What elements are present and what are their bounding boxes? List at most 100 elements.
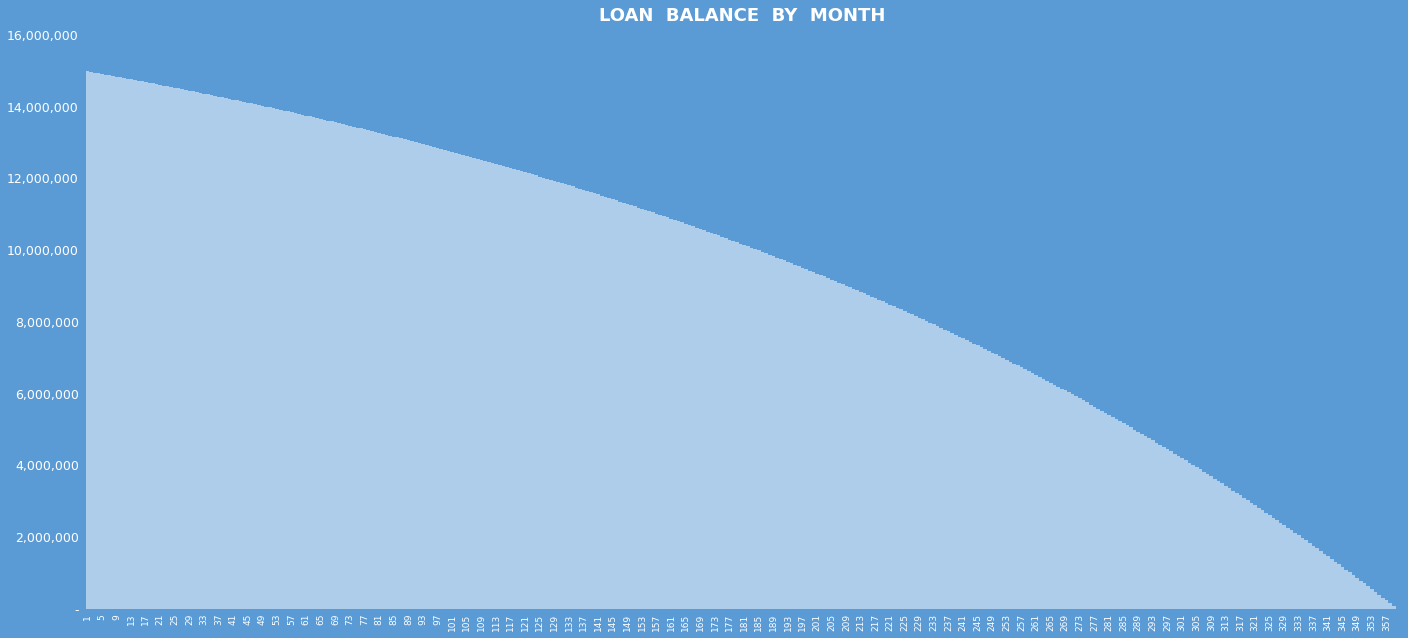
Bar bbox=[776, 258, 779, 609]
Bar bbox=[852, 289, 856, 609]
Bar bbox=[1184, 461, 1187, 609]
Bar bbox=[258, 105, 260, 609]
Bar bbox=[907, 313, 910, 609]
Bar bbox=[964, 340, 969, 609]
Bar bbox=[384, 135, 389, 609]
Bar bbox=[801, 267, 804, 609]
Bar bbox=[973, 344, 976, 609]
Bar bbox=[341, 124, 345, 609]
Bar bbox=[943, 330, 946, 609]
Bar bbox=[345, 125, 348, 609]
Bar bbox=[327, 121, 329, 609]
Bar bbox=[662, 216, 666, 609]
Bar bbox=[946, 331, 950, 609]
Bar bbox=[1129, 427, 1133, 609]
Bar bbox=[710, 233, 714, 609]
Bar bbox=[772, 256, 776, 609]
Bar bbox=[641, 209, 643, 609]
Bar bbox=[465, 156, 469, 609]
Bar bbox=[1152, 440, 1155, 609]
Bar bbox=[1111, 417, 1115, 609]
Bar bbox=[881, 301, 884, 609]
Bar bbox=[910, 315, 914, 609]
Bar bbox=[1345, 570, 1347, 609]
Bar bbox=[180, 89, 184, 609]
Bar bbox=[253, 104, 258, 609]
Bar bbox=[549, 180, 552, 609]
Bar bbox=[425, 145, 428, 609]
Bar bbox=[1195, 467, 1198, 609]
Bar bbox=[1242, 498, 1246, 609]
Bar bbox=[1024, 369, 1026, 609]
Bar bbox=[436, 148, 439, 609]
Bar bbox=[615, 200, 618, 609]
Bar bbox=[721, 237, 724, 609]
Bar bbox=[611, 199, 615, 609]
Bar bbox=[210, 95, 213, 609]
Bar bbox=[1271, 517, 1276, 609]
Bar bbox=[297, 114, 301, 609]
Bar bbox=[570, 186, 574, 609]
Bar bbox=[1228, 488, 1232, 609]
Bar bbox=[983, 349, 987, 609]
Bar bbox=[1035, 375, 1038, 609]
Bar bbox=[1246, 500, 1250, 609]
Bar bbox=[826, 278, 829, 609]
Bar bbox=[104, 75, 107, 609]
Bar bbox=[987, 351, 990, 609]
Bar bbox=[377, 133, 382, 609]
Bar bbox=[155, 84, 159, 609]
Bar bbox=[804, 269, 808, 609]
Bar bbox=[783, 260, 786, 609]
Bar bbox=[552, 181, 556, 609]
Bar bbox=[936, 326, 939, 609]
Bar bbox=[1388, 603, 1393, 609]
Bar bbox=[691, 226, 696, 609]
Bar bbox=[1278, 523, 1283, 609]
Bar bbox=[505, 167, 508, 609]
Bar bbox=[159, 85, 162, 609]
Bar bbox=[1308, 543, 1312, 609]
Bar bbox=[705, 232, 710, 609]
Bar bbox=[1187, 463, 1191, 609]
Bar bbox=[122, 78, 125, 609]
Bar bbox=[990, 353, 994, 609]
Bar bbox=[1012, 364, 1017, 609]
Bar bbox=[334, 122, 338, 609]
Bar bbox=[137, 80, 141, 609]
Bar bbox=[217, 96, 221, 609]
Bar bbox=[1019, 367, 1024, 609]
Bar bbox=[1122, 423, 1125, 609]
Bar bbox=[632, 206, 636, 609]
Bar bbox=[1217, 481, 1221, 609]
Bar bbox=[717, 235, 721, 609]
Bar bbox=[453, 152, 458, 609]
Bar bbox=[1104, 413, 1107, 609]
Bar bbox=[151, 84, 155, 609]
Bar bbox=[618, 202, 622, 609]
Bar bbox=[749, 248, 753, 609]
Bar bbox=[659, 215, 662, 609]
Bar bbox=[1202, 471, 1205, 609]
Bar bbox=[322, 120, 327, 609]
Bar bbox=[107, 75, 111, 609]
Bar bbox=[1366, 586, 1370, 609]
Bar bbox=[1173, 454, 1177, 609]
Bar bbox=[1118, 421, 1122, 609]
Bar bbox=[462, 154, 465, 609]
Bar bbox=[856, 290, 859, 609]
Bar bbox=[900, 309, 903, 609]
Bar bbox=[684, 224, 687, 609]
Bar bbox=[1326, 556, 1331, 609]
Bar bbox=[1214, 478, 1217, 609]
Bar bbox=[1107, 415, 1111, 609]
Bar bbox=[132, 80, 137, 609]
Bar bbox=[1140, 434, 1143, 609]
Bar bbox=[1088, 404, 1093, 609]
Bar bbox=[1074, 396, 1079, 609]
Bar bbox=[329, 121, 334, 609]
Bar bbox=[311, 117, 315, 609]
Bar bbox=[925, 321, 928, 609]
Bar bbox=[728, 239, 731, 609]
Bar bbox=[1155, 443, 1159, 609]
